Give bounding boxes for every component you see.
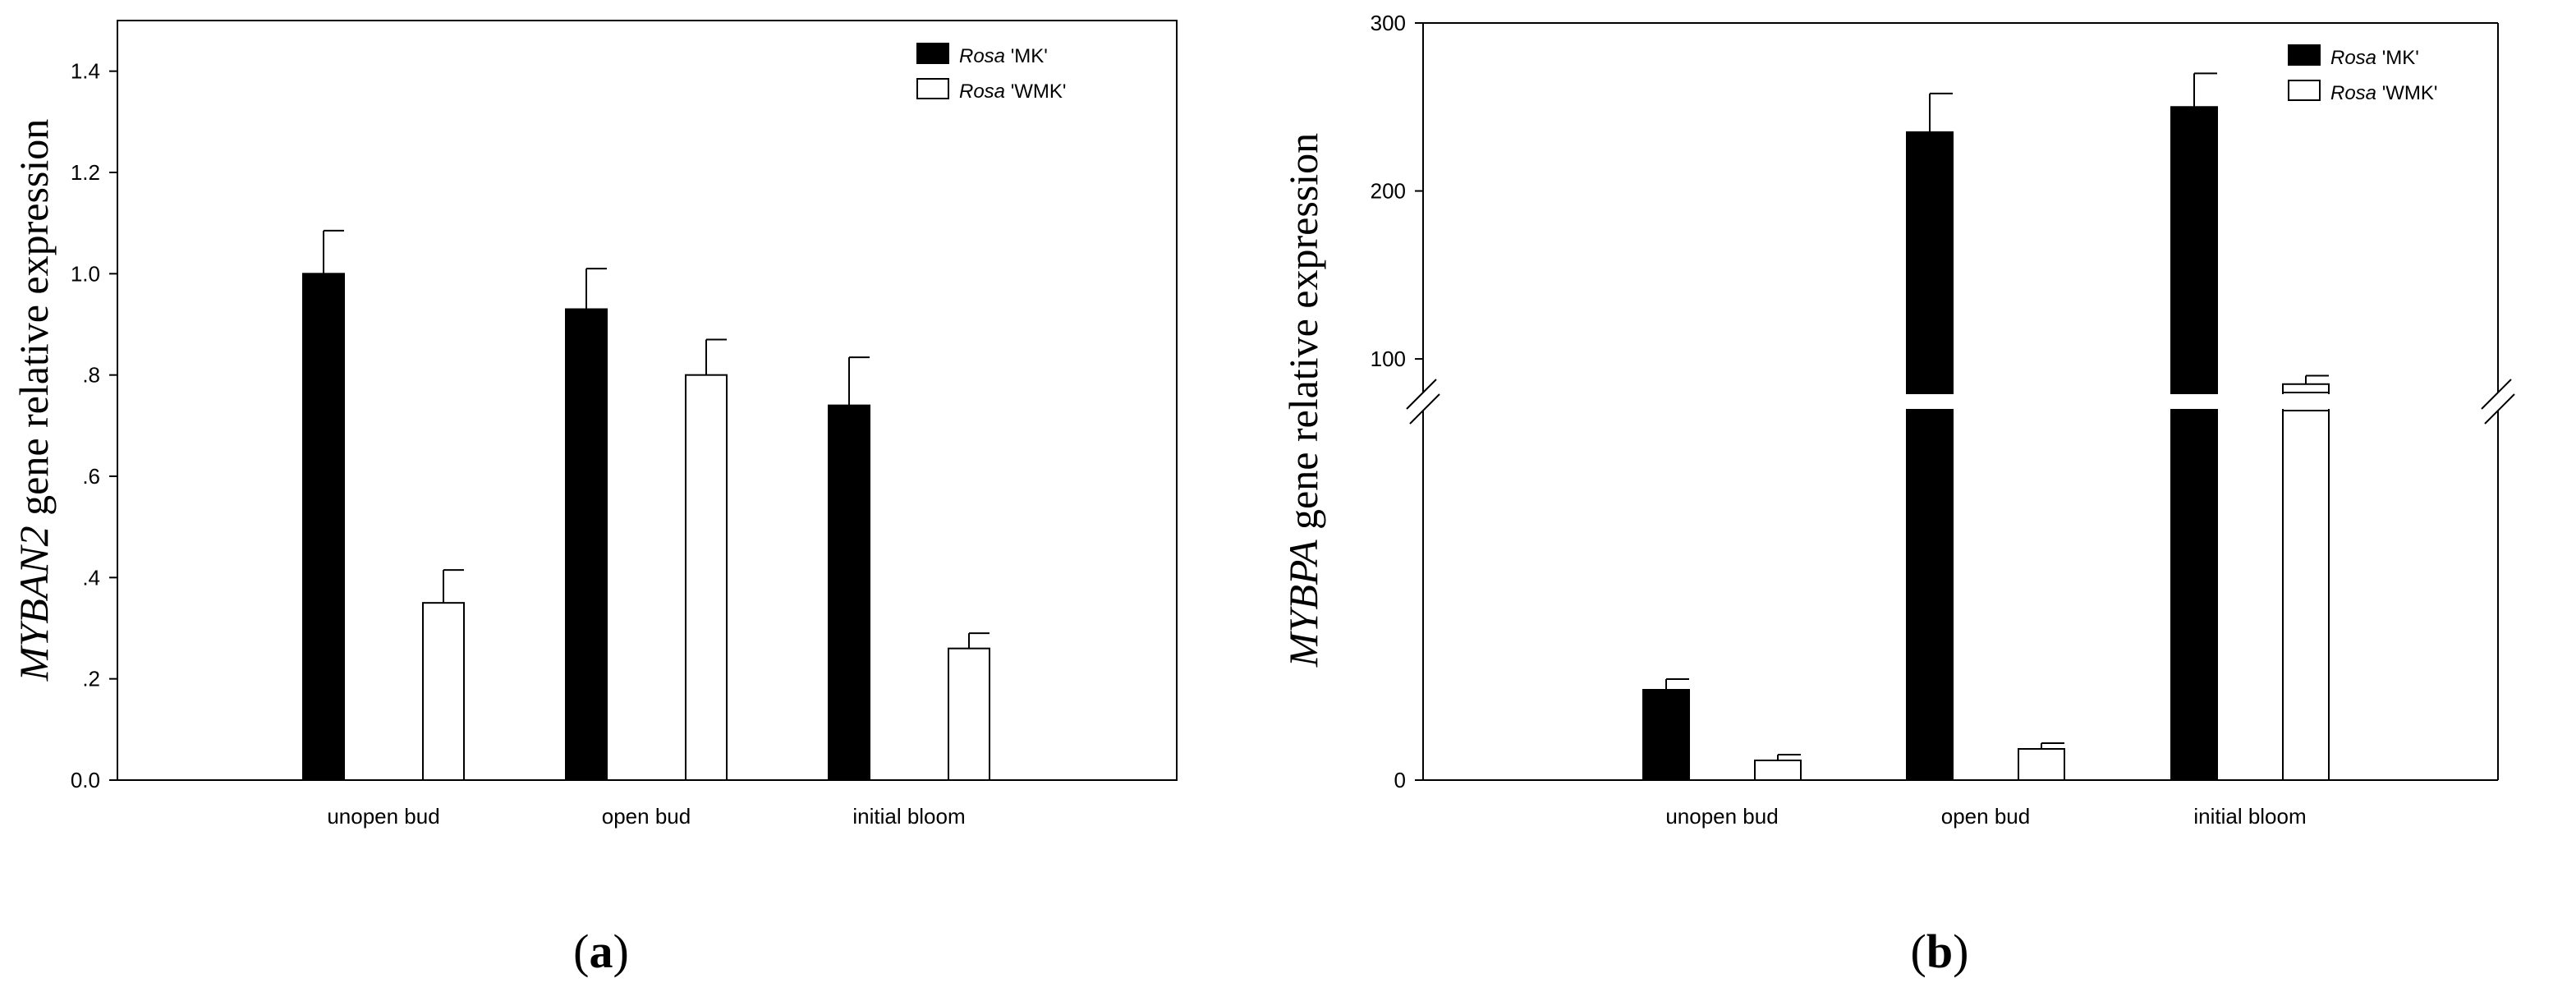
legend-swatch-wmk-a (916, 78, 949, 99)
panel-b: 0 100 200 300 unopen bud open bud initial blo… (1280, 11, 2521, 978)
y-tick-label-a: 1.4 (71, 59, 100, 84)
y-tick-label-a: .6 (82, 464, 100, 489)
bar-break-gap-b (2281, 394, 2330, 409)
y-axis-label-b: MYBPA gene relative expression (1280, 133, 1326, 668)
category-label-a: open bud (602, 804, 691, 829)
bars-b (1642, 72, 2330, 782)
bar-wmk-b-2 (2282, 383, 2330, 781)
bar-mk-b-0 (1642, 689, 1690, 781)
plot-frame-b (1422, 22, 2499, 781)
y-ticks-b: 0 100 200 300 (1371, 11, 1423, 792)
y-tick-label-a: 1.2 (71, 160, 100, 185)
legend-label-mk-b: Rosa 'MK' (2330, 47, 2419, 69)
category-label-b: initial bloom (2193, 804, 2306, 829)
y-tick-label-a: 0.0 (71, 768, 100, 792)
bar-mk-a-2 (828, 404, 870, 781)
axis-break-marks-b (1400, 379, 2521, 425)
bar-wmk-a-1 (685, 374, 728, 781)
y-tick-label-a: .8 (82, 363, 100, 388)
legend-label-wmk-a: Rosa 'WMK' (959, 80, 1067, 103)
category-label-b: open bud (1941, 804, 2030, 829)
panel-a: 0.0 .2 .4 .6 .8 1.0 1.2 1.4 unopen bud open bud i… (11, 20, 1178, 978)
bar-break-gap-b (2170, 394, 2219, 409)
bar-wmk-a-0 (422, 602, 465, 782)
bar-wmk-b-1 (2018, 748, 2065, 781)
y-ticks-a: 0.0 .2 .4 .6 .8 1.0 1.2 1.4 (71, 59, 117, 792)
category-labels-a: unopen bud open bud initial bloom (327, 804, 965, 829)
y-axis-label-a: MYBAN2 gene relative expression (11, 119, 57, 682)
bar-wmk-a-2 (948, 647, 990, 782)
legend-label-mk-a: Rosa 'MK' (959, 45, 1048, 67)
bar-mk-a-0 (302, 273, 345, 782)
y-tick-label-a: .2 (82, 667, 100, 691)
bar-mk-a-1 (565, 308, 608, 781)
y-tick-label-b: 0 (1394, 768, 1406, 792)
bars-a (302, 229, 990, 782)
category-label-a: initial bloom (852, 804, 965, 829)
bar-mk-b-1 (1906, 131, 1954, 782)
panel-label-b: (b) (1911, 925, 1969, 978)
y-tick-label-b: 300 (1371, 11, 1406, 35)
y-tick-label-a: .4 (82, 565, 100, 590)
category-label-b: unopen bud (1665, 804, 1778, 829)
bar-break-gap-b (1905, 394, 1954, 409)
legend-a: Rosa 'MK' Rosa 'WMK' (916, 43, 1067, 103)
legend-swatch-mk-a (916, 43, 949, 64)
bar-wmk-b-0 (1754, 760, 1802, 781)
bar-mk-b-2 (2170, 106, 2218, 782)
category-label-a: unopen bud (327, 804, 439, 829)
y-tick-label-a: 1.0 (71, 261, 100, 286)
legend-b: Rosa 'MK' Rosa 'WMK' (2288, 44, 2438, 104)
legend-swatch-mk-b (2288, 44, 2321, 66)
y-tick-label-b: 100 (1371, 347, 1406, 371)
legend-label-wmk-b: Rosa 'WMK' (2330, 82, 2438, 104)
category-labels-b: unopen bud open bud initial bloom (1665, 804, 2306, 829)
legend-swatch-wmk-b (2288, 80, 2321, 101)
y-tick-label-b: 200 (1371, 179, 1406, 204)
plot-frame-a (117, 20, 1178, 781)
panel-label-a: (a) (573, 925, 629, 978)
